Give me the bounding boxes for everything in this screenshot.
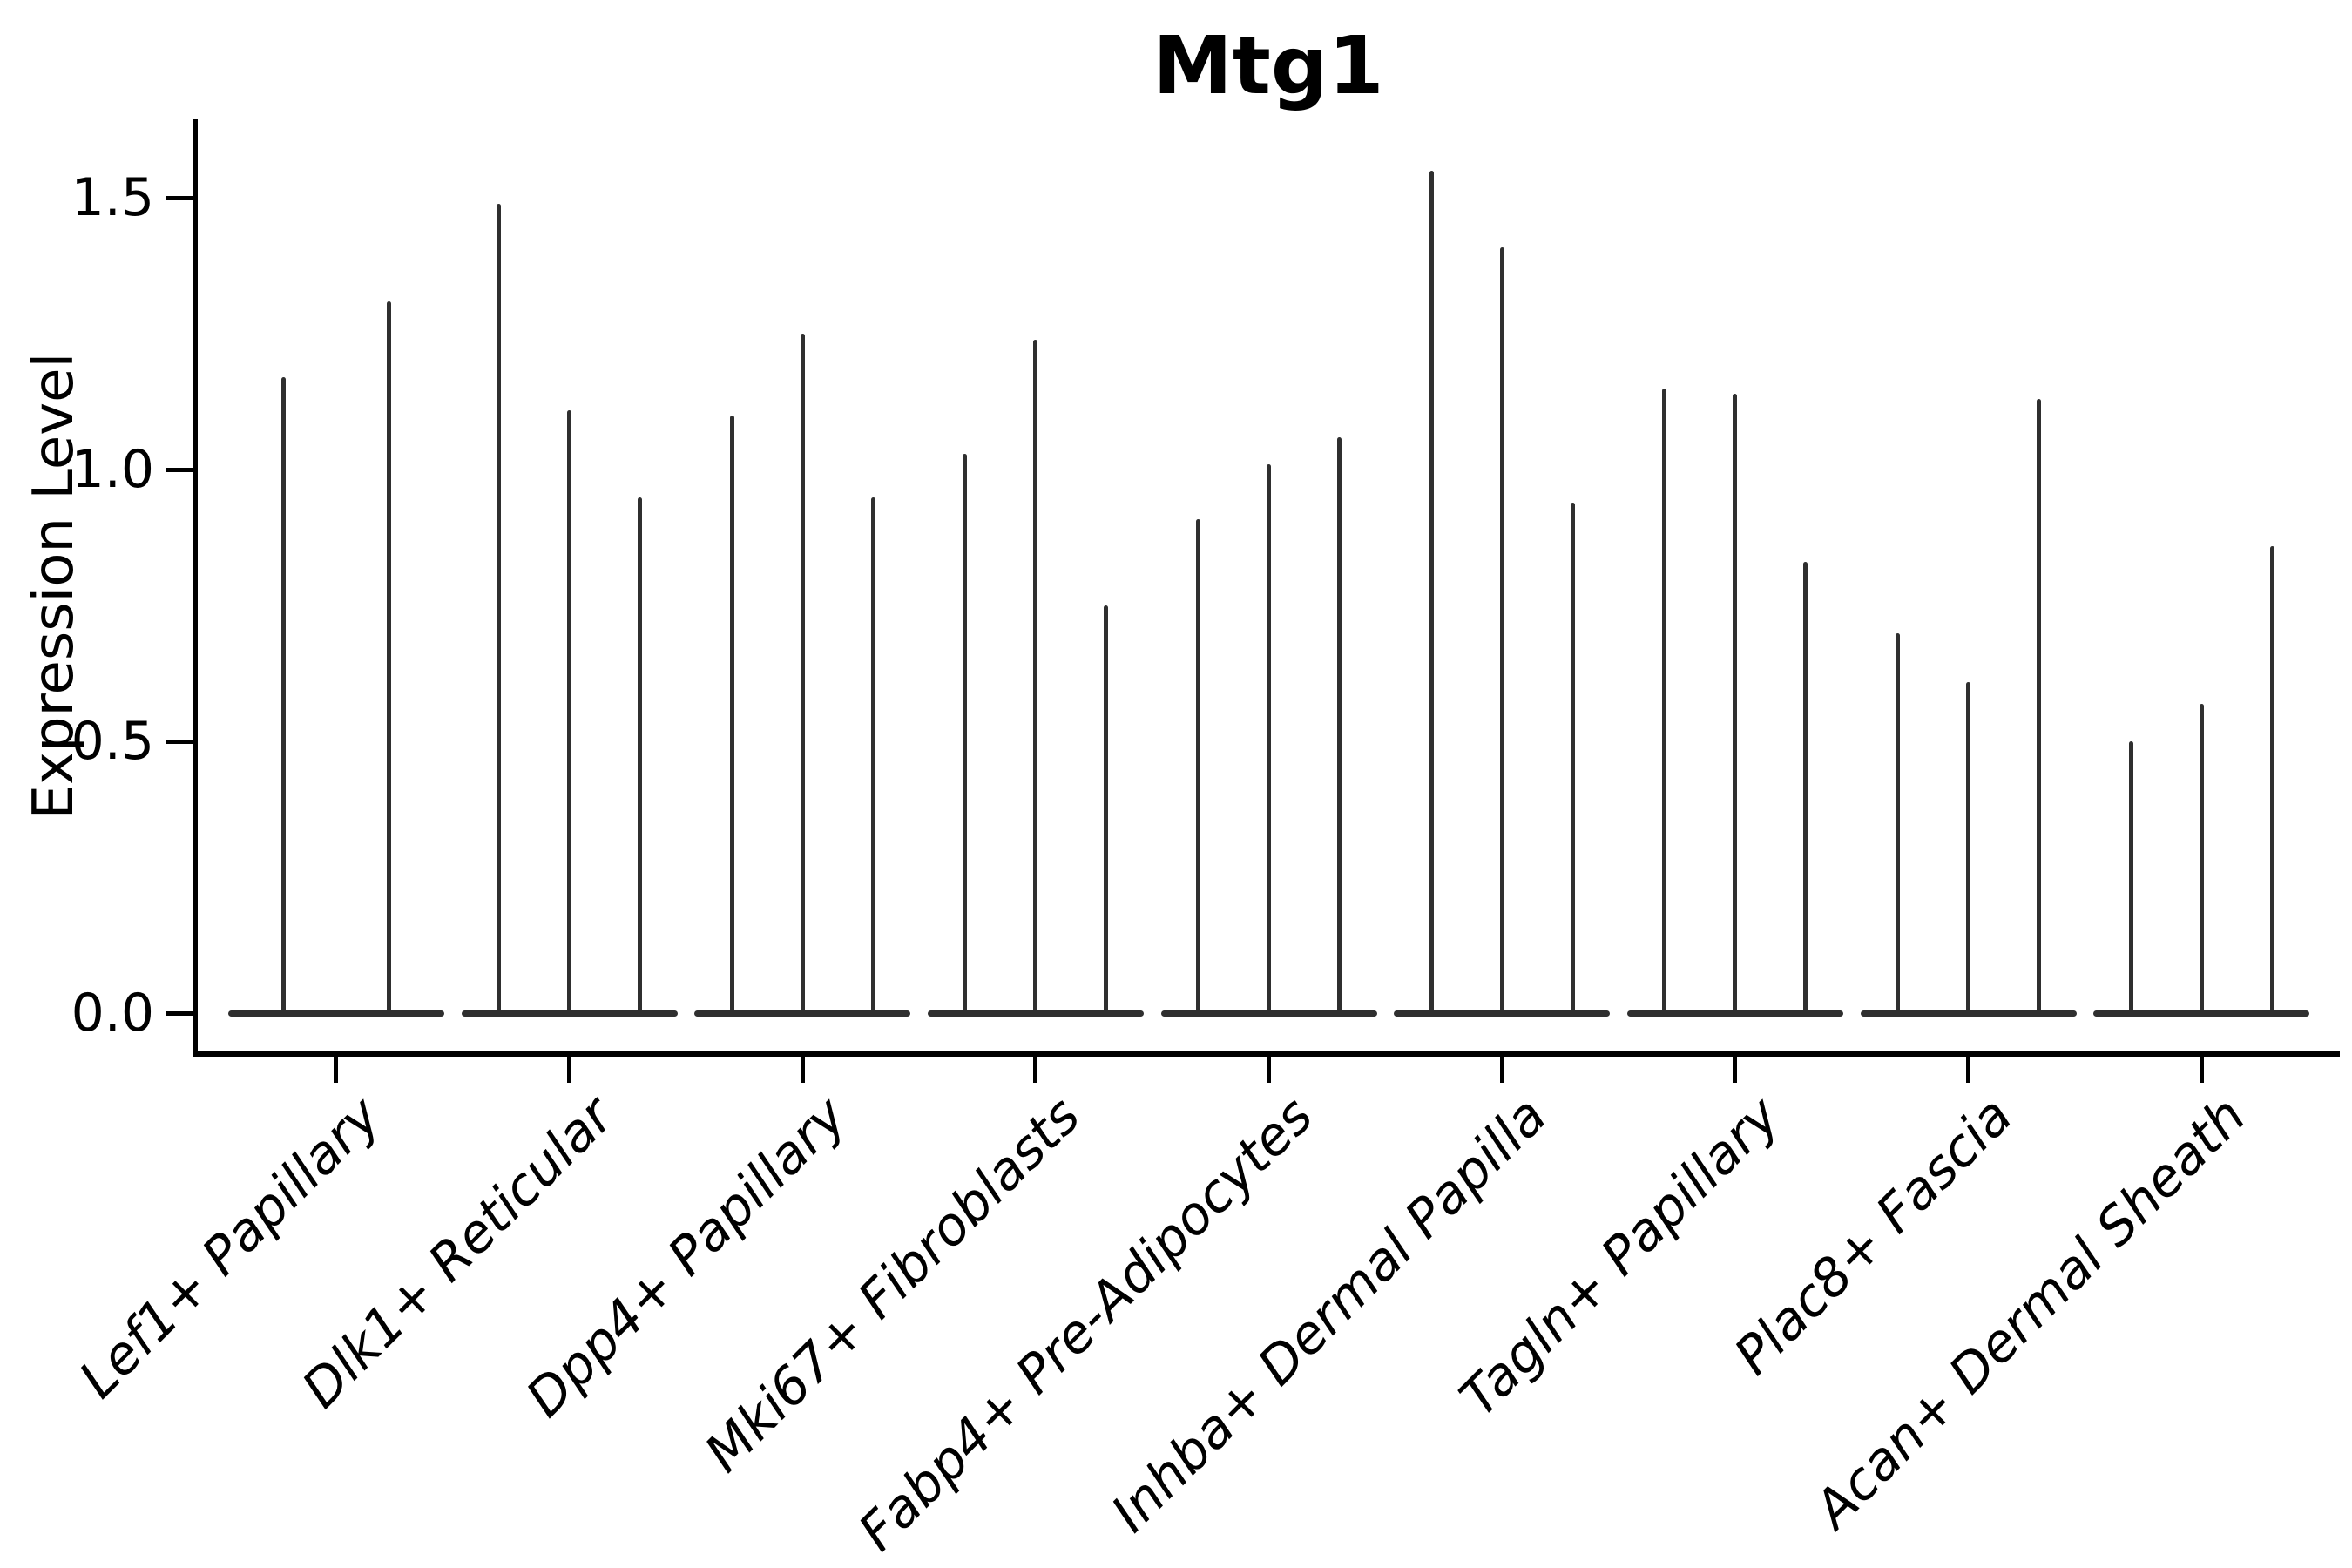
violin-spike bbox=[280, 377, 286, 1014]
violin-spike bbox=[1966, 681, 1970, 1014]
x-tick bbox=[567, 1057, 571, 1083]
x-tick bbox=[2199, 1057, 2204, 1083]
y-tick-label: 1.0 bbox=[71, 439, 154, 501]
y-tick-label: 0.5 bbox=[71, 711, 154, 773]
violin-base bbox=[1160, 1010, 1377, 1017]
violin-base bbox=[227, 1010, 444, 1017]
violin-spike bbox=[1196, 518, 1200, 1014]
violin-spike bbox=[1429, 171, 1434, 1014]
violin-spike bbox=[497, 203, 501, 1014]
violin-spike bbox=[800, 334, 805, 1014]
violin-spike bbox=[2199, 703, 2204, 1014]
violin-base bbox=[927, 1010, 1144, 1017]
violin-base bbox=[1626, 1010, 1843, 1017]
violin-spike bbox=[870, 497, 875, 1014]
violin-spike bbox=[1104, 605, 1109, 1014]
x-tick-label: Fabp4+ Pre-Adipocytes bbox=[847, 1085, 1325, 1564]
violin-spike bbox=[387, 301, 392, 1014]
x-tick bbox=[1966, 1057, 1970, 1083]
y-tick bbox=[166, 739, 193, 744]
x-tick bbox=[1267, 1057, 1271, 1083]
x-tick-label: Mki67+ Fibroblasts bbox=[693, 1085, 1092, 1484]
violin-base bbox=[2093, 1010, 2310, 1017]
violin-spike bbox=[1733, 393, 1738, 1014]
x-axis-spine bbox=[193, 1051, 2340, 1057]
x-tick-label: Inhba+ Dermal Papilla bbox=[1099, 1085, 1558, 1544]
y-tick-label: 1.5 bbox=[71, 167, 154, 229]
y-tick bbox=[166, 1010, 193, 1016]
y-tick bbox=[166, 195, 193, 200]
violin-spike bbox=[729, 415, 734, 1014]
violin-spike bbox=[1662, 388, 1667, 1014]
x-tick bbox=[1499, 1057, 1504, 1083]
x-tick bbox=[800, 1057, 805, 1083]
violin-spike bbox=[567, 409, 571, 1014]
x-tick bbox=[1733, 1057, 1738, 1083]
violin-spike bbox=[1499, 247, 1504, 1014]
violin-base bbox=[461, 1010, 678, 1017]
violin-base bbox=[1394, 1010, 1611, 1017]
violin-base bbox=[694, 1010, 911, 1017]
violin-spike bbox=[1337, 436, 1342, 1014]
violin-base bbox=[1860, 1010, 2077, 1017]
violin-spike bbox=[1803, 562, 1808, 1014]
violin-spike bbox=[1570, 502, 1575, 1014]
y-tick bbox=[166, 467, 193, 472]
violin-spike bbox=[1896, 632, 1900, 1014]
plot-title: Mtg1 bbox=[1152, 19, 1384, 112]
violin-spike bbox=[638, 497, 642, 1014]
violin-spike bbox=[2269, 545, 2274, 1014]
x-tick-label: Acan+ Dermal Sheath bbox=[1802, 1085, 2258, 1541]
violin-spike bbox=[963, 453, 968, 1014]
violin-spike bbox=[2037, 399, 2041, 1014]
x-tick bbox=[1033, 1057, 1038, 1083]
violin-spike bbox=[1267, 464, 1271, 1014]
y-axis-spine bbox=[193, 119, 198, 1054]
violin-spike bbox=[2128, 741, 2133, 1014]
violin-spike bbox=[1033, 339, 1038, 1014]
y-tick-label: 0.0 bbox=[71, 983, 154, 1044]
x-tick bbox=[334, 1057, 339, 1083]
